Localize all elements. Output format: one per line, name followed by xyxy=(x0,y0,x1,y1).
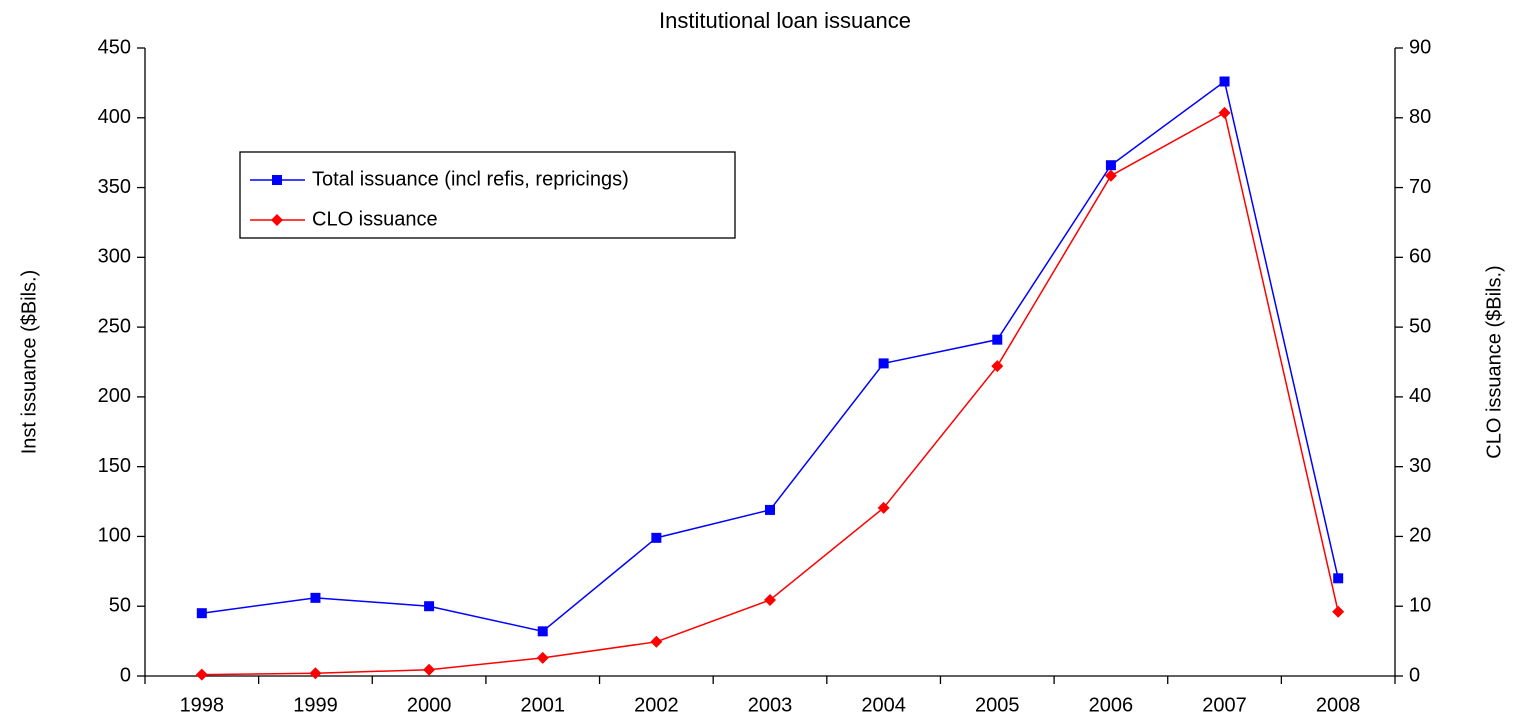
data-point xyxy=(195,668,208,681)
data-point xyxy=(764,593,776,606)
data-point xyxy=(310,592,321,603)
y2-tick-label: 0 xyxy=(1409,664,1420,686)
data-point xyxy=(1219,76,1230,87)
y2-tick-label: 70 xyxy=(1409,176,1431,198)
y-tick-label: 100 xyxy=(98,525,131,547)
data-point xyxy=(991,360,1004,373)
legend-label: Total issuance (incl refis, repricings) xyxy=(312,168,629,190)
legend-marker xyxy=(272,175,282,185)
y2-tick-label: 40 xyxy=(1409,385,1431,407)
y-tick-label: 200 xyxy=(98,385,131,407)
x-tick-label: 2000 xyxy=(407,694,452,716)
data-point xyxy=(878,358,889,369)
y2-tick-label: 30 xyxy=(1409,455,1431,477)
y-tick-label: 250 xyxy=(98,315,131,337)
legend-label: CLO issuance xyxy=(312,208,438,230)
data-point xyxy=(1218,106,1231,119)
y2-tick-label: 90 xyxy=(1409,36,1431,58)
legend-box xyxy=(239,151,736,239)
y-tick-label: 50 xyxy=(109,595,131,617)
data-point xyxy=(537,626,548,637)
x-tick-label: 2001 xyxy=(520,694,565,716)
y2-tick-label: 60 xyxy=(1409,246,1431,268)
data-point xyxy=(1333,573,1344,584)
data-point xyxy=(651,532,662,543)
y-tick-label: 0 xyxy=(120,664,131,686)
data-point xyxy=(877,501,890,514)
data-point xyxy=(196,608,207,619)
data-point xyxy=(992,334,1003,345)
y-tick-label: 350 xyxy=(98,176,131,198)
y-tick-label: 300 xyxy=(98,246,131,268)
data-point xyxy=(1105,160,1116,171)
data-point xyxy=(650,635,663,648)
x-tick-label: 2004 xyxy=(861,694,906,716)
y2-tick-label: 20 xyxy=(1409,525,1431,547)
x-tick-label: 1998 xyxy=(180,694,225,716)
chart-title: Institutional loan issuance xyxy=(659,8,911,33)
data-point xyxy=(1332,605,1345,618)
data-point xyxy=(423,663,436,676)
data-point xyxy=(765,504,775,515)
y-tick-label: 450 xyxy=(98,36,131,58)
y-tick-label: 400 xyxy=(98,106,131,128)
data-point xyxy=(309,667,322,680)
y2-tick-label: 50 xyxy=(1409,315,1431,337)
y2-tick-label: 10 xyxy=(1409,595,1431,617)
x-tick-label: 2007 xyxy=(1202,694,1247,716)
y2-axis-label: CLO issuance ($Bils.) xyxy=(1483,265,1505,458)
y2-tick-label: 80 xyxy=(1409,106,1431,128)
data-point xyxy=(424,601,435,612)
x-tick-label: 2003 xyxy=(748,694,793,716)
legend-marker xyxy=(271,214,283,226)
data-point xyxy=(1104,169,1117,182)
x-tick-label: 2006 xyxy=(1089,694,1134,716)
x-tick-label: 2002 xyxy=(634,694,679,716)
y-axis-label: Inst issuance ($Bils.) xyxy=(18,270,40,455)
y-tick-label: 150 xyxy=(98,455,131,477)
x-tick-label: 2008 xyxy=(1316,694,1361,716)
x-tick-label: 1999 xyxy=(293,694,338,716)
x-tick-label: 2005 xyxy=(975,694,1020,716)
data-point xyxy=(536,651,549,664)
